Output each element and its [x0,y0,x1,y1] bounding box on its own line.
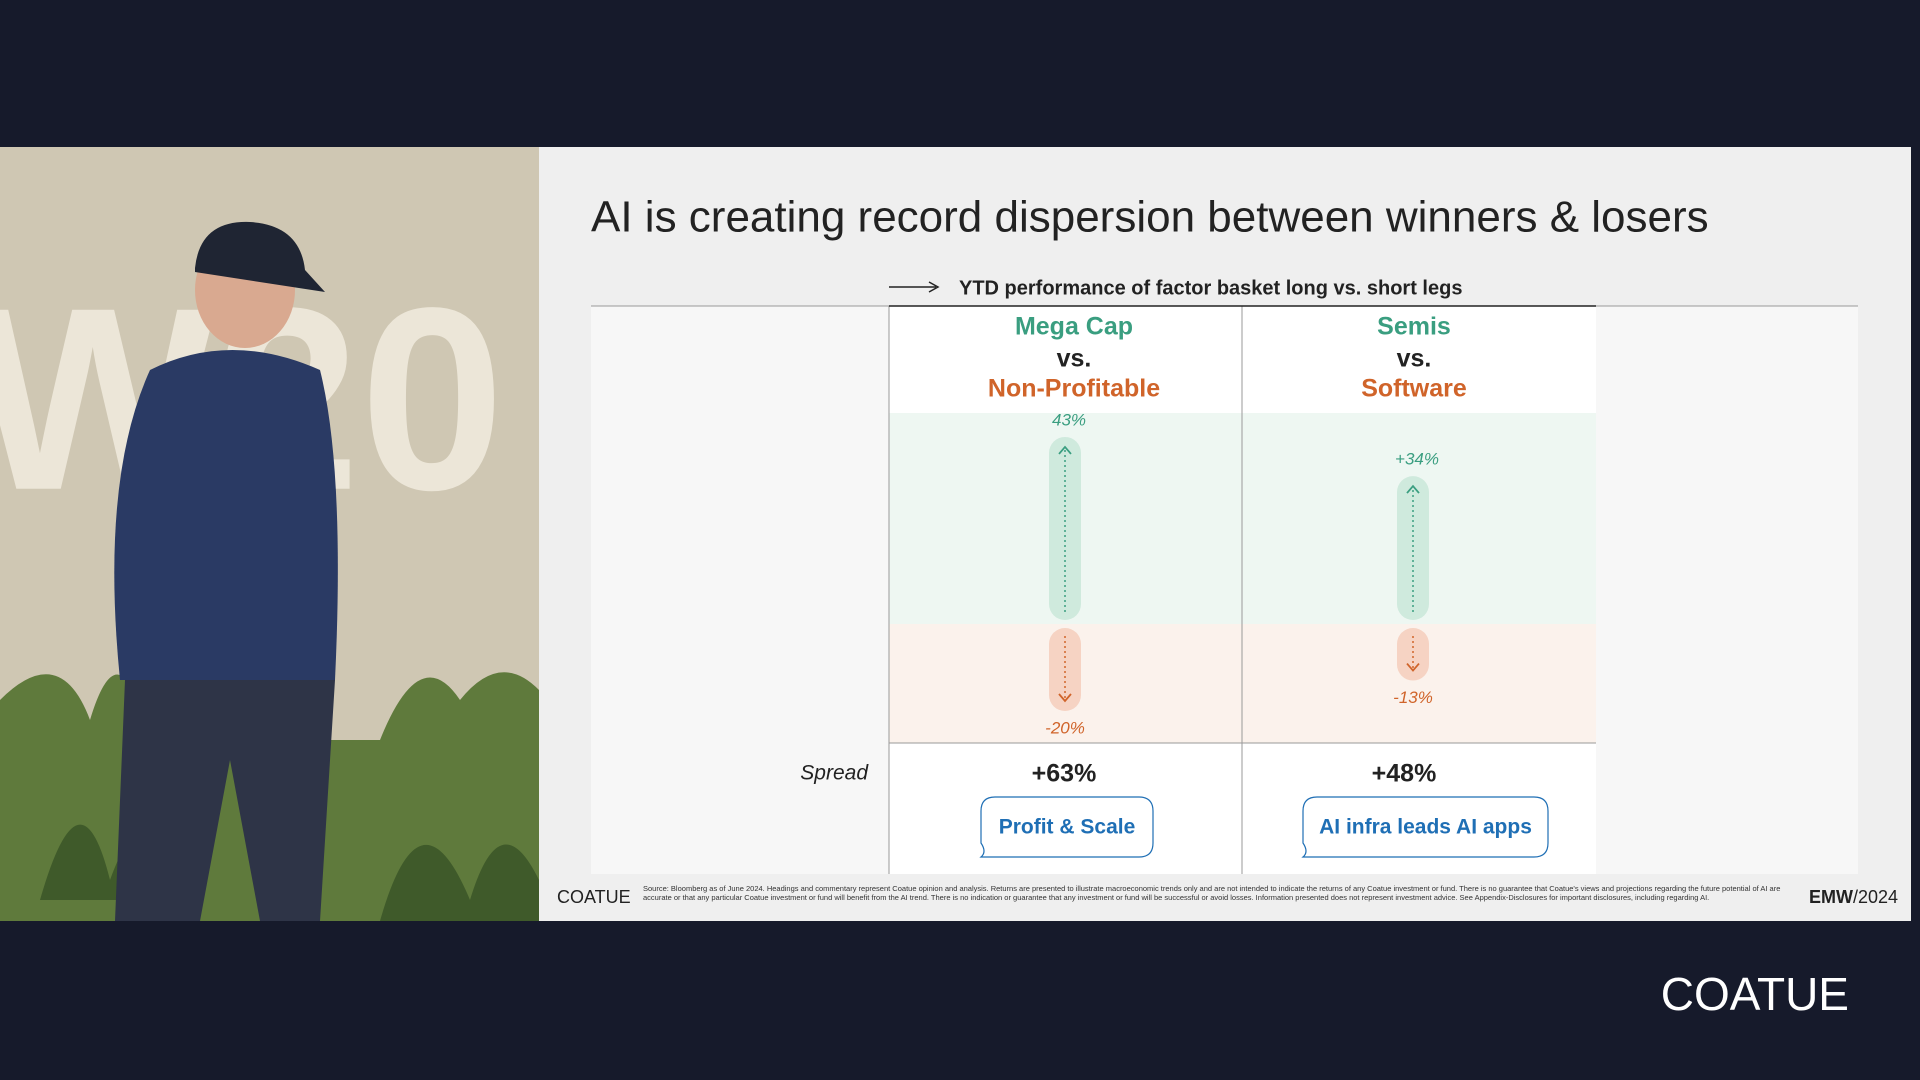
cap [195,221,325,292]
subtitle-arrowhead [928,281,940,293]
spread-value: +63% [1032,760,1097,788]
event-name: EMW [1809,887,1853,907]
column-vs: vs. [1397,345,1432,373]
columns: Mega Capvs.Non-Profitable43%-20%+63%Prof… [979,313,1549,858]
footer-source: Source: Bloomberg as of June 2024. Headi… [643,884,1781,902]
bar-arrowhead [1058,445,1072,455]
bar-arrowhead [1406,484,1420,494]
takeaway-bubble [979,796,1154,858]
footer-brand: COATUE [557,887,631,907]
short-bar [1049,628,1081,711]
short-value-label: -20% [1045,718,1085,737]
takeaway: AI infra leads AI apps [1319,816,1532,839]
long-bar [1397,476,1429,620]
long-value-label: +34% [1395,450,1439,469]
footer-source-box: Source: Bloomberg as of June 2024. Headi… [643,884,1781,902]
takeaway-bubble [1301,796,1549,858]
short-bar [1397,628,1429,681]
long-value-label: 43% [1052,410,1086,429]
event-year: /2024 [1853,887,1898,907]
short-value-label: -13% [1393,688,1433,707]
long-bar [1049,436,1081,620]
spread-value: +48% [1372,760,1437,788]
column-long: Mega Cap [1015,313,1133,341]
sweater [114,350,338,680]
spread-label: Spread [800,762,869,785]
bar-arrowhead [1406,662,1420,672]
footer-event: EMW/2024 [1809,887,1898,907]
column-long: Semis [1377,313,1451,341]
column-short: Software [1361,375,1467,403]
trousers [115,680,335,921]
column-vs: vs. [1057,345,1092,373]
slide-title: AI is creating record dispersion between… [591,193,1709,242]
bar-arrowhead [1058,693,1072,703]
column-short: Non-Profitable [988,375,1160,403]
takeaway: Profit & Scale [999,816,1136,839]
watermark: COATUE [1661,968,1849,1020]
subtitle: YTD performance of factor basket long vs… [959,277,1462,299]
video-feed: W20 [0,147,539,921]
slide: AI is creating record dispersion between… [539,147,1911,921]
